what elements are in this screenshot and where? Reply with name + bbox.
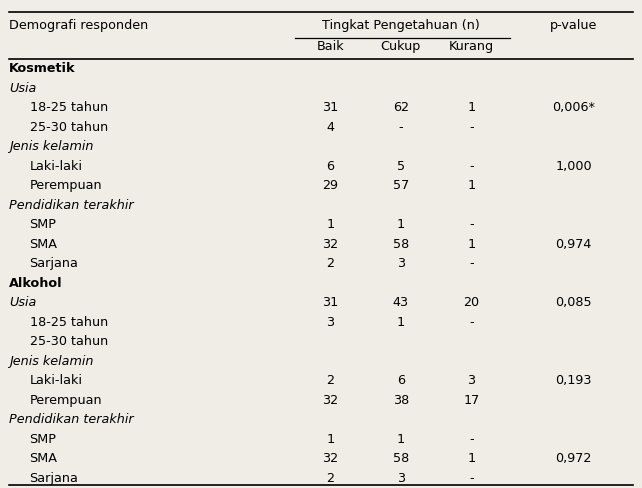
Text: SMP: SMP — [30, 218, 56, 231]
Text: Kurang: Kurang — [449, 40, 494, 53]
Text: 2: 2 — [327, 257, 334, 270]
Text: 58: 58 — [393, 452, 409, 466]
Text: 1: 1 — [397, 433, 405, 446]
Text: 57: 57 — [393, 179, 409, 192]
Text: 20: 20 — [463, 296, 480, 309]
Text: Jenis kelamin: Jenis kelamin — [9, 355, 94, 368]
Text: Baik: Baik — [317, 40, 344, 53]
Text: 0,006*: 0,006* — [552, 101, 595, 114]
Text: Perempuan: Perempuan — [30, 179, 102, 192]
Text: -: - — [469, 121, 474, 134]
Text: 3: 3 — [397, 257, 405, 270]
Text: 3: 3 — [397, 472, 405, 485]
Text: Usia: Usia — [9, 81, 37, 95]
Text: SMA: SMA — [30, 238, 58, 251]
Text: SMA: SMA — [30, 452, 58, 466]
Text: Pendidikan terakhir: Pendidikan terakhir — [9, 199, 134, 212]
Text: 1: 1 — [467, 101, 475, 114]
Text: Sarjana: Sarjana — [30, 257, 78, 270]
Text: 5: 5 — [397, 160, 405, 173]
Text: 32: 32 — [322, 452, 338, 466]
Text: p-value: p-value — [550, 19, 597, 32]
Text: Tingkat Pengetahuan (n): Tingkat Pengetahuan (n) — [322, 19, 480, 32]
Text: SMP: SMP — [30, 433, 56, 446]
Text: 31: 31 — [322, 101, 339, 114]
Text: 31: 31 — [322, 296, 339, 309]
Text: 0,085: 0,085 — [555, 296, 592, 309]
Text: 38: 38 — [393, 394, 409, 407]
Text: -: - — [469, 257, 474, 270]
Text: Pendidikan terakhir: Pendidikan terakhir — [9, 413, 134, 427]
Text: 3: 3 — [467, 374, 475, 387]
Text: -: - — [469, 218, 474, 231]
Text: Laki-laki: Laki-laki — [30, 374, 83, 387]
Text: Sarjana: Sarjana — [30, 472, 78, 485]
Text: 58: 58 — [393, 238, 409, 251]
Text: Jenis kelamin: Jenis kelamin — [9, 140, 94, 153]
Text: 43: 43 — [393, 296, 409, 309]
Text: 29: 29 — [322, 179, 338, 192]
Text: -: - — [469, 433, 474, 446]
Text: 0,972: 0,972 — [555, 452, 592, 466]
Text: 18-25 tahun: 18-25 tahun — [30, 316, 108, 329]
Text: 62: 62 — [393, 101, 409, 114]
Text: 6: 6 — [397, 374, 405, 387]
Text: Laki-laki: Laki-laki — [30, 160, 83, 173]
Text: 18-25 tahun: 18-25 tahun — [30, 101, 108, 114]
Text: Alkohol: Alkohol — [9, 277, 63, 290]
Text: -: - — [399, 121, 403, 134]
Text: Perempuan: Perempuan — [30, 394, 102, 407]
Text: 1: 1 — [467, 452, 475, 466]
Text: 1: 1 — [327, 433, 334, 446]
Text: -: - — [469, 160, 474, 173]
Text: -: - — [469, 316, 474, 329]
Text: 32: 32 — [322, 394, 338, 407]
Text: Kosmetik: Kosmetik — [9, 62, 76, 75]
Text: 3: 3 — [327, 316, 334, 329]
Text: Cukup: Cukup — [381, 40, 421, 53]
Text: 17: 17 — [463, 394, 480, 407]
Text: Demografi responden: Demografi responden — [9, 19, 148, 32]
Text: -: - — [469, 472, 474, 485]
Text: 0,193: 0,193 — [555, 374, 592, 387]
Text: Usia: Usia — [9, 296, 37, 309]
Text: 1: 1 — [467, 179, 475, 192]
Text: 25-30 tahun: 25-30 tahun — [30, 121, 108, 134]
Text: 6: 6 — [327, 160, 334, 173]
Text: 1,000: 1,000 — [555, 160, 592, 173]
Text: 2: 2 — [327, 374, 334, 387]
Text: 4: 4 — [327, 121, 334, 134]
Text: 1: 1 — [397, 218, 405, 231]
Text: 32: 32 — [322, 238, 338, 251]
Text: 2: 2 — [327, 472, 334, 485]
Text: 25-30 tahun: 25-30 tahun — [30, 335, 108, 348]
Text: 1: 1 — [327, 218, 334, 231]
Text: 1: 1 — [397, 316, 405, 329]
Text: 1: 1 — [467, 238, 475, 251]
Text: 0,974: 0,974 — [555, 238, 592, 251]
